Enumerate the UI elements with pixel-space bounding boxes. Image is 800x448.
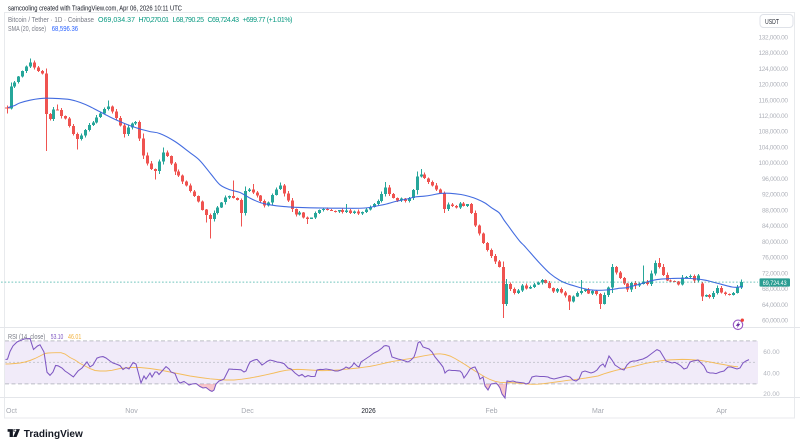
svg-text:samcooling created with Tradin: samcooling created with TradingView.com,…	[8, 4, 182, 13]
svg-text:Mar: Mar	[592, 408, 605, 415]
svg-text:Dec: Dec	[241, 408, 254, 415]
svg-text:132,000.00: 132,000.00	[759, 34, 789, 41]
svg-text:TradingView: TradingView	[24, 429, 84, 440]
svg-text:RSI (14, close): RSI (14, close)	[8, 334, 45, 341]
svg-text:84,000.00: 84,000.00	[762, 223, 788, 230]
svg-text:O69,034.37: O69,034.37	[98, 17, 135, 24]
svg-text:20.00: 20.00	[763, 391, 780, 398]
svg-text:104,000.00: 104,000.00	[759, 145, 789, 152]
svg-text:72,000.00: 72,000.00	[762, 270, 788, 277]
svg-text:Bitcoin / Tether · 1D · Coinba: Bitcoin / Tether · 1D · Coinbase	[8, 17, 94, 24]
svg-text:120,000.00: 120,000.00	[759, 82, 789, 89]
svg-text:92,000.00: 92,000.00	[762, 192, 788, 199]
svg-text:L68,790.25: L68,790.25	[173, 17, 205, 24]
svg-text:Feb: Feb	[485, 408, 497, 415]
svg-text:2026: 2026	[361, 408, 375, 415]
svg-text:USDT: USDT	[765, 17, 779, 26]
svg-text:68,596.36: 68,596.36	[52, 26, 78, 33]
svg-text:116,000.00: 116,000.00	[759, 97, 789, 104]
svg-text:60.00: 60.00	[763, 349, 780, 356]
svg-text:108,000.00: 108,000.00	[759, 129, 789, 136]
svg-text:128,000.00: 128,000.00	[759, 50, 789, 57]
svg-text:C69,724.43: C69,724.43	[208, 17, 240, 24]
svg-text:100,000.00: 100,000.00	[759, 160, 789, 167]
svg-text:SMA (20, close): SMA (20, close)	[8, 26, 46, 33]
svg-text:112,000.00: 112,000.00	[759, 113, 789, 120]
svg-text:64,000.00: 64,000.00	[762, 302, 788, 309]
svg-text:96,000.00: 96,000.00	[762, 176, 788, 183]
svg-text:Apr: Apr	[716, 408, 728, 415]
svg-text:80,000.00: 80,000.00	[762, 239, 788, 246]
svg-text:60,000.00: 60,000.00	[762, 318, 788, 325]
svg-text:124,000.00: 124,000.00	[759, 66, 789, 73]
svg-text:H70,270.01: H70,270.01	[139, 17, 170, 24]
svg-text:Nov: Nov	[125, 408, 138, 415]
svg-text:+699.77 (+1.01%): +699.77 (+1.01%)	[243, 17, 293, 24]
svg-text:88,000.00: 88,000.00	[762, 207, 788, 214]
svg-text:46.01: 46.01	[68, 334, 81, 341]
svg-text:Oct: Oct	[6, 408, 17, 415]
svg-text:68,000.00: 68,000.00	[762, 286, 788, 293]
svg-text:76,000.00: 76,000.00	[762, 255, 788, 262]
svg-text:53.10: 53.10	[51, 334, 64, 341]
svg-text:40.00: 40.00	[763, 371, 780, 378]
svg-text:69,724.43: 69,724.43	[763, 280, 787, 287]
